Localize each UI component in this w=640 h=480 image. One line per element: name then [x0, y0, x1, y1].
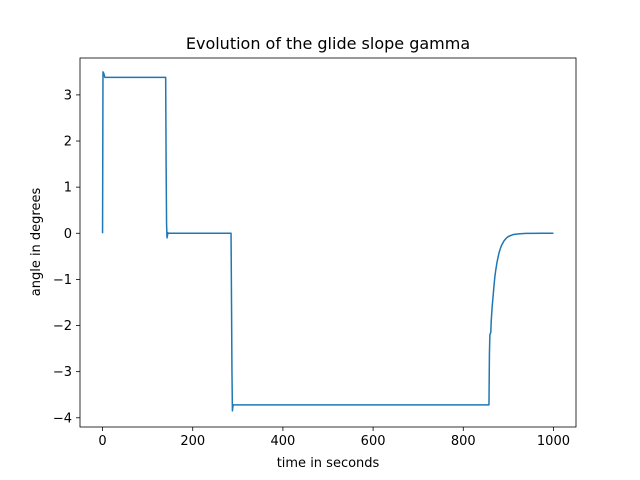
- y-tick-label: −3: [53, 365, 72, 380]
- x-axis: 0 200 400 600 800 1000: [98, 427, 570, 449]
- series-line: [101, 71, 554, 412]
- y-tick-label: −1: [53, 273, 72, 288]
- y-tick-label: 0: [64, 227, 72, 242]
- y-tick-label: −2: [53, 319, 72, 334]
- chart-title: Evolution of the glide slope gamma: [186, 34, 470, 53]
- x-tick-label: 800: [451, 434, 476, 449]
- y-tick-label: 1: [64, 181, 72, 196]
- x-tick-label: 600: [361, 434, 386, 449]
- y-tick-label: 2: [64, 135, 72, 150]
- x-axis-label: time in seconds: [277, 456, 380, 471]
- plot-background: [80, 58, 576, 427]
- y-tick-label: −4: [53, 411, 72, 426]
- y-axis: 3 2 1 0 −1 −2 −3 −4: [53, 88, 80, 426]
- plot-frame: [79, 57, 577, 428]
- x-tick-label: 1000: [537, 434, 570, 449]
- y-axis-label: angle in degrees: [29, 188, 44, 297]
- x-tick-label: 200: [180, 434, 205, 449]
- plot-area: 0 200 400 600 800 1000 3 2 1 0 −1 −2 −3 −4: [53, 57, 577, 449]
- y-tick-label: 3: [64, 88, 72, 103]
- x-tick-label: 0: [98, 434, 106, 449]
- x-tick-label: 400: [270, 434, 295, 449]
